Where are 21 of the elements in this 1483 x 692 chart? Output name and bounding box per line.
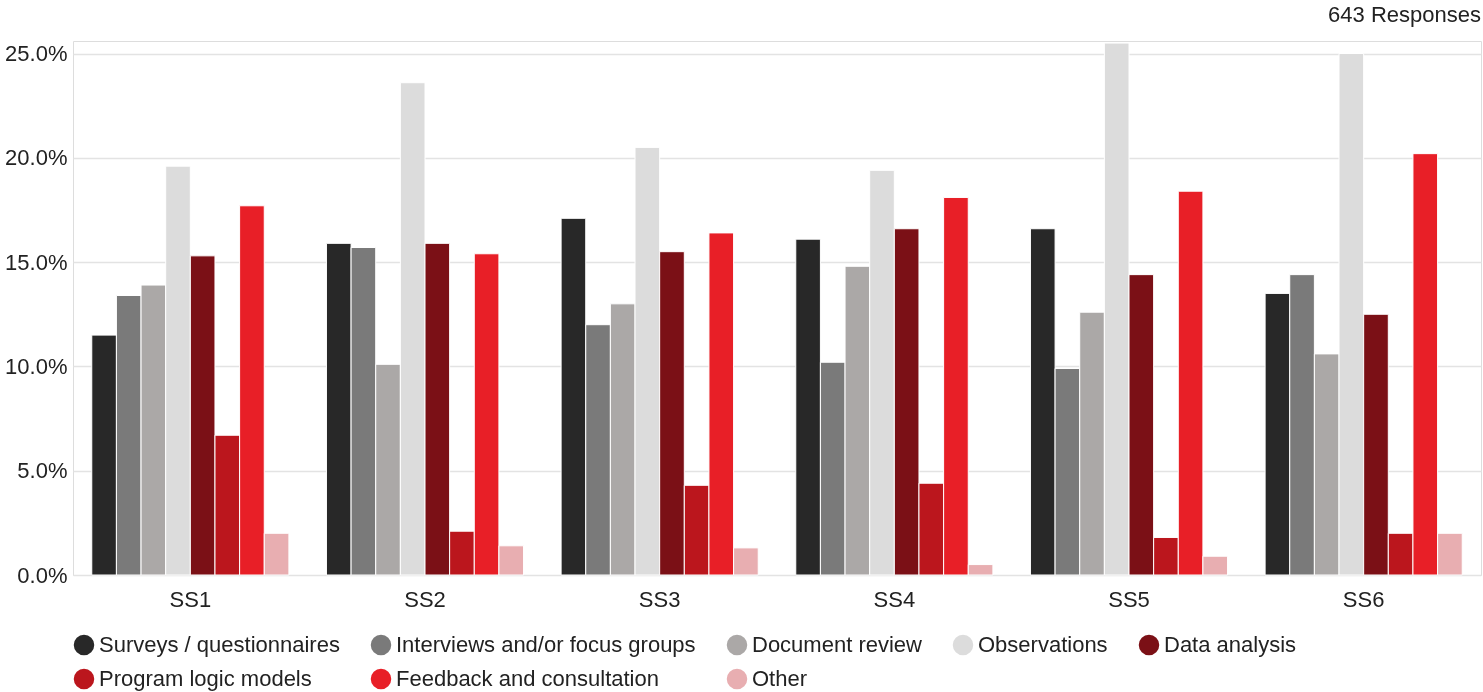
x-tick-label: SS2 (404, 586, 446, 612)
legend-label: Program logic models (99, 666, 312, 691)
x-tick-label: SS4 (873, 586, 916, 612)
y-tick-label: 25.0% (5, 41, 68, 67)
x-tick-label: SS6 (1342, 586, 1385, 612)
y-tick-label: 0.0% (17, 562, 68, 588)
legend-label: Other (752, 666, 808, 691)
y-tick-label: 15.0% (5, 249, 68, 275)
x-tick-label: SS5 (1108, 586, 1150, 612)
y-tick-label: 5.0% (17, 458, 68, 484)
x-tick-label: SS1 (169, 586, 212, 612)
legend-label: Surveys / questionnaires (99, 632, 340, 657)
y-tick-label: 20.0% (5, 145, 68, 171)
x-tick-label: SS3 (638, 586, 681, 612)
legend-label: Data analysis (1164, 632, 1297, 657)
y-tick-label: 10.0% (5, 353, 68, 379)
legend-label: Feedback and consultation (396, 666, 659, 691)
legend-label: Observations (978, 632, 1108, 657)
text: 643 Responses (1328, 2, 1481, 27)
legend-label: Interviews and/or focus groups (396, 632, 696, 657)
legend-label: Document review (752, 632, 923, 657)
